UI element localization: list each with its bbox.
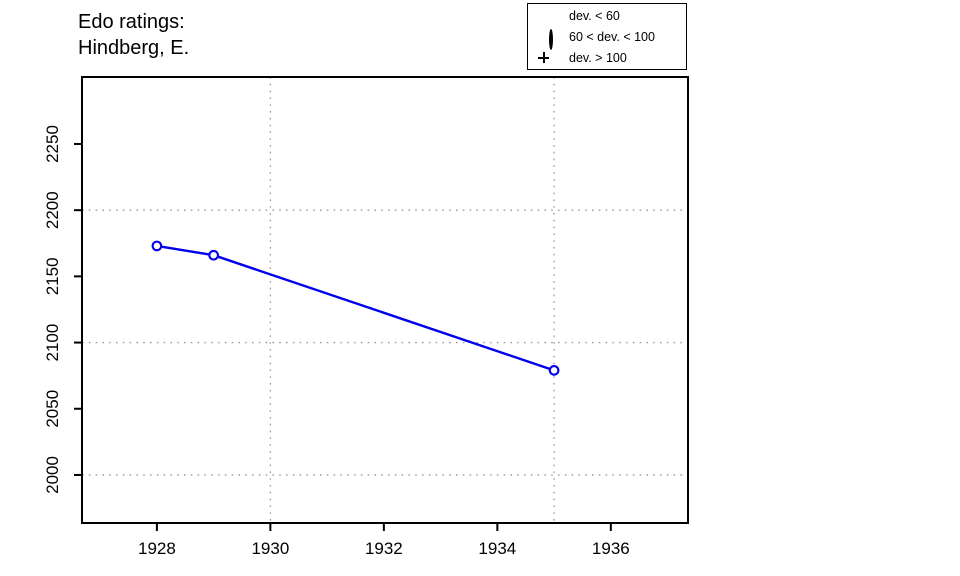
y-tick-label: 2200 [43, 191, 62, 229]
chart-title: Edo ratings: Hindberg, E. [78, 9, 189, 61]
x-tick-label: 1934 [478, 539, 516, 558]
legend-item: 60 < dev. < 100 [528, 26, 686, 50]
x-tick-label: 1932 [365, 539, 403, 558]
legend-item: dev. > 100 [528, 47, 686, 68]
filled-circle-icon [538, 10, 550, 22]
y-tick-label: 2050 [43, 390, 62, 428]
legend-box: dev. < 60 60 < dev. < 100 dev. > 100 [527, 3, 687, 70]
open-circle-icon [538, 28, 553, 50]
data-point [548, 365, 560, 376]
series-line [155, 244, 556, 372]
y-tick-label: 2100 [43, 324, 62, 362]
legend-label: dev. > 100 [569, 50, 627, 65]
chart-title-line1: Edo ratings: [78, 11, 185, 33]
x-tick-label: 1928 [138, 539, 176, 558]
chart-title-line2: Hindberg, E. [78, 37, 190, 59]
legend-label: dev. < 60 [569, 8, 620, 23]
legend-item: dev. < 60 [528, 5, 686, 26]
data-point [208, 249, 219, 261]
legend-label: 60 < dev. < 100 [569, 29, 655, 44]
data-point [151, 240, 163, 252]
y-tick-label: 2000 [43, 456, 62, 494]
y-tick-label: 2250 [43, 125, 62, 163]
x-tick-label: 1930 [251, 539, 289, 558]
x-tick-label: 1936 [592, 539, 630, 558]
plot-border [81, 76, 689, 524]
plus-icon [538, 52, 550, 64]
y-tick-label: 2150 [43, 257, 62, 295]
